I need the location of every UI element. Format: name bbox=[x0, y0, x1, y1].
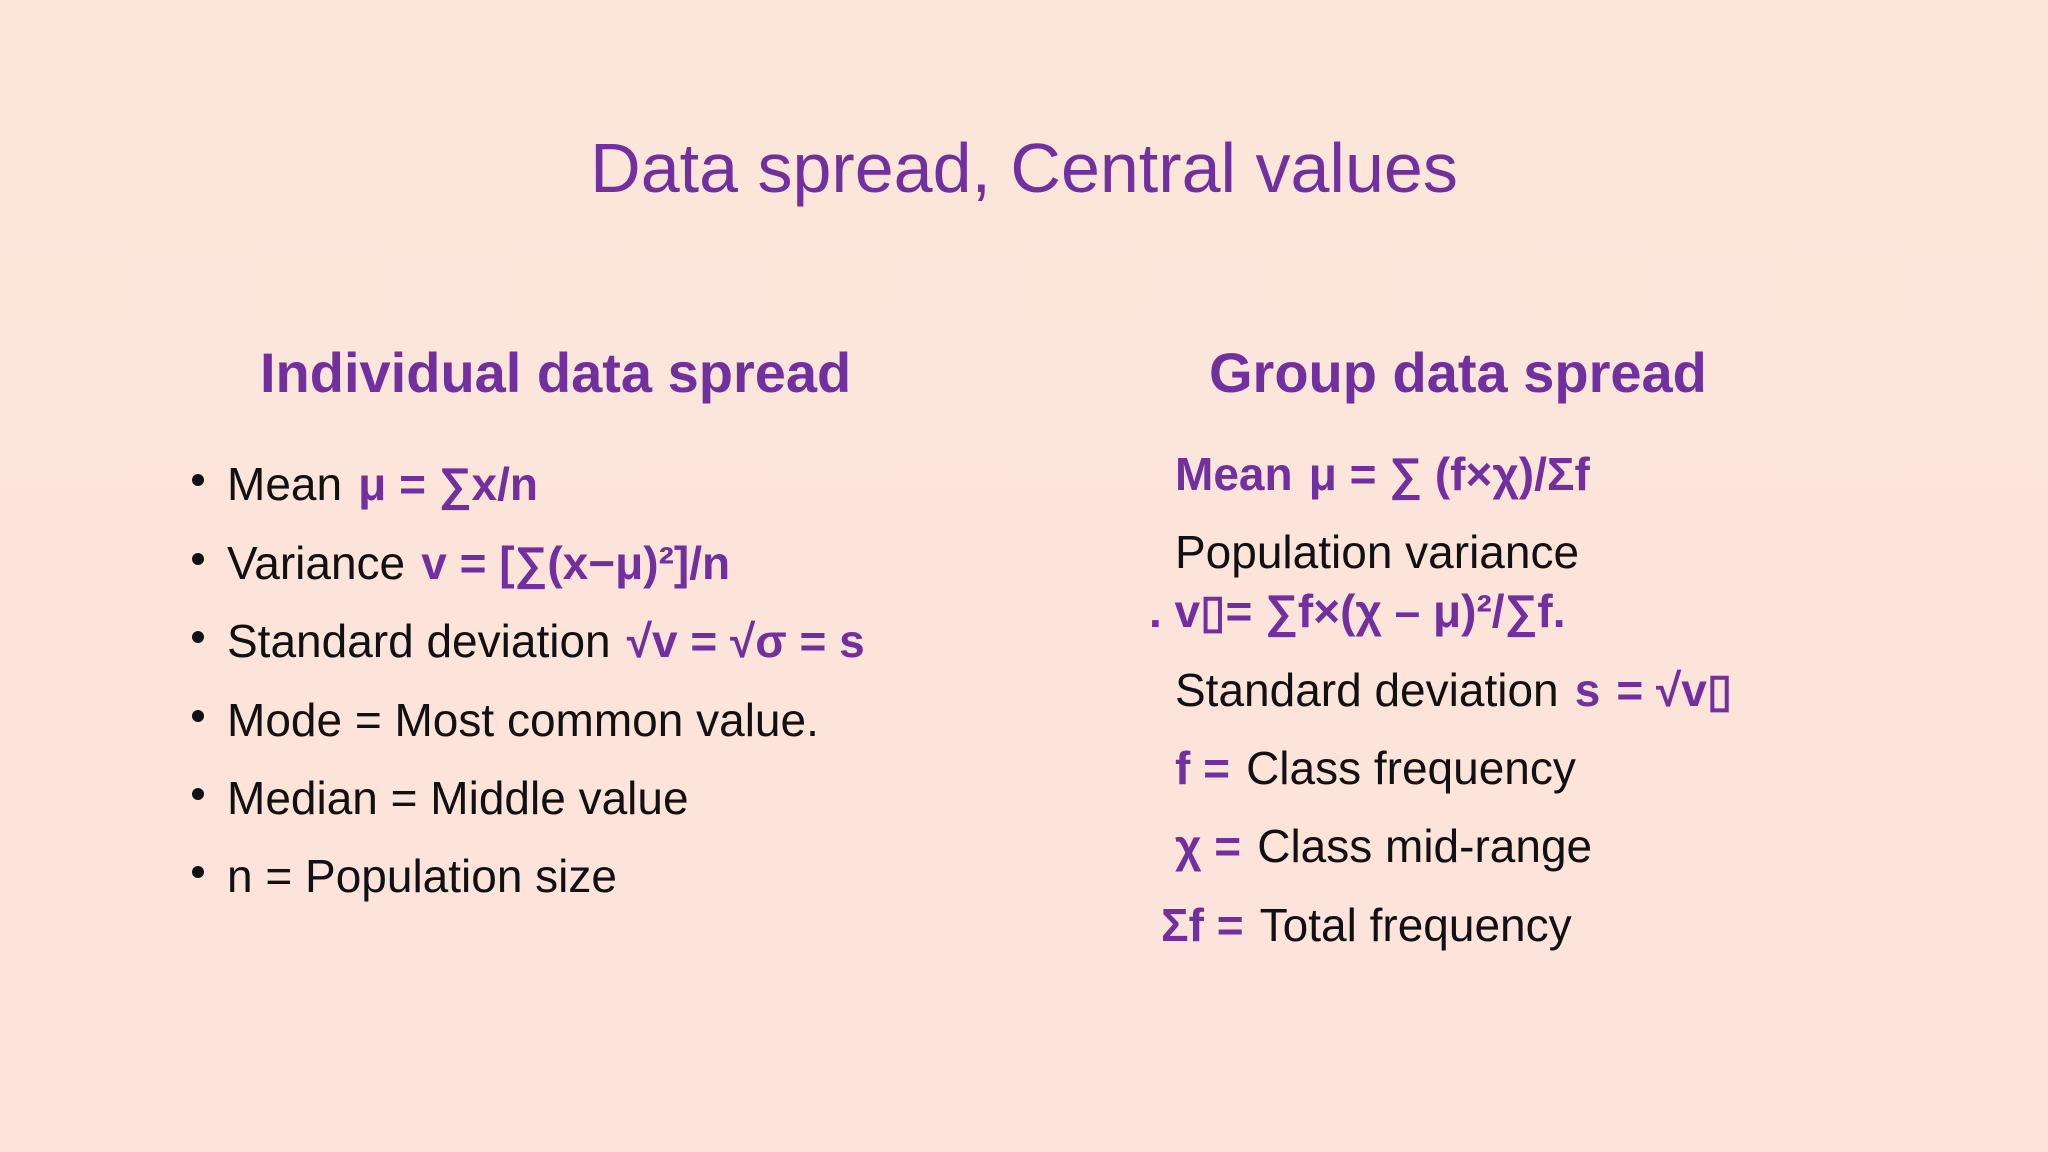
formula-text: = √v▯ bbox=[1616, 664, 1733, 716]
list-item: Standard deviation s = √v▯ bbox=[1175, 663, 1732, 717]
list-item: n = Population size bbox=[227, 849, 617, 903]
list-item: χ = Class mid-range bbox=[1175, 819, 1592, 873]
slide-title: Data spread, Central values bbox=[590, 129, 1458, 207]
list-item: Mean μ = ∑ (f×χ)/Σf bbox=[1175, 447, 1590, 501]
list-item: Mode = Most common value. bbox=[227, 693, 819, 747]
bullet bbox=[192, 553, 204, 565]
plain-text: n = Population size bbox=[227, 850, 617, 902]
list-item: Population variance bbox=[1175, 525, 1579, 579]
formula-text: v = [∑(x−μ)²]/n bbox=[421, 537, 731, 589]
plain-text: Standard deviation bbox=[1175, 664, 1559, 716]
plain-text: Standard deviation bbox=[227, 615, 611, 667]
formula-text: Σf = bbox=[1161, 899, 1244, 951]
column-heading: Individual data spread bbox=[260, 341, 852, 404]
plain-text: Median = Middle value bbox=[227, 772, 689, 824]
bullet bbox=[192, 788, 204, 800]
list-item: Variance v = [∑(x−μ)²]/n bbox=[227, 536, 730, 590]
formula-text: f = bbox=[1175, 742, 1230, 794]
plain-text: Mean bbox=[227, 458, 343, 510]
formula-text: Mean bbox=[1175, 448, 1293, 500]
list-item: Median = Middle value bbox=[227, 771, 689, 825]
list-item: Mean μ = ∑x/n bbox=[227, 457, 538, 511]
plain-text: Class mid-range bbox=[1257, 820, 1593, 872]
formula-text: χ = bbox=[1175, 820, 1242, 872]
formula-text: . v▯= ∑f×(χ – μ)²/∑f. bbox=[1149, 585, 1566, 637]
bullet bbox=[192, 474, 204, 486]
plain-text: Class frequency bbox=[1246, 742, 1576, 794]
plain-text: Population variance bbox=[1175, 526, 1580, 578]
list-item: . v▯= ∑f×(χ – μ)²/∑f. bbox=[1149, 584, 1565, 638]
bullet bbox=[192, 631, 204, 643]
plain-text: Total frequency bbox=[1259, 899, 1572, 951]
formula-text: √v = √σ = s bbox=[626, 615, 865, 667]
plain-text: Variance bbox=[227, 537, 406, 589]
bullet bbox=[192, 710, 204, 722]
list-item: Standard deviation √v = √σ = s bbox=[227, 614, 865, 668]
formula-text: μ = ∑x/n bbox=[358, 458, 538, 510]
bullet bbox=[192, 866, 204, 878]
list-item: f = Class frequency bbox=[1175, 741, 1576, 795]
formula-text: μ = ∑ (f×χ)/Σf bbox=[1308, 448, 1590, 500]
plain-text: Mode = Most common value. bbox=[227, 694, 819, 746]
list-item: Σf = Total frequency bbox=[1161, 898, 1572, 952]
formula-text: s bbox=[1574, 664, 1601, 716]
column-heading: Group data spread bbox=[1209, 341, 1707, 404]
